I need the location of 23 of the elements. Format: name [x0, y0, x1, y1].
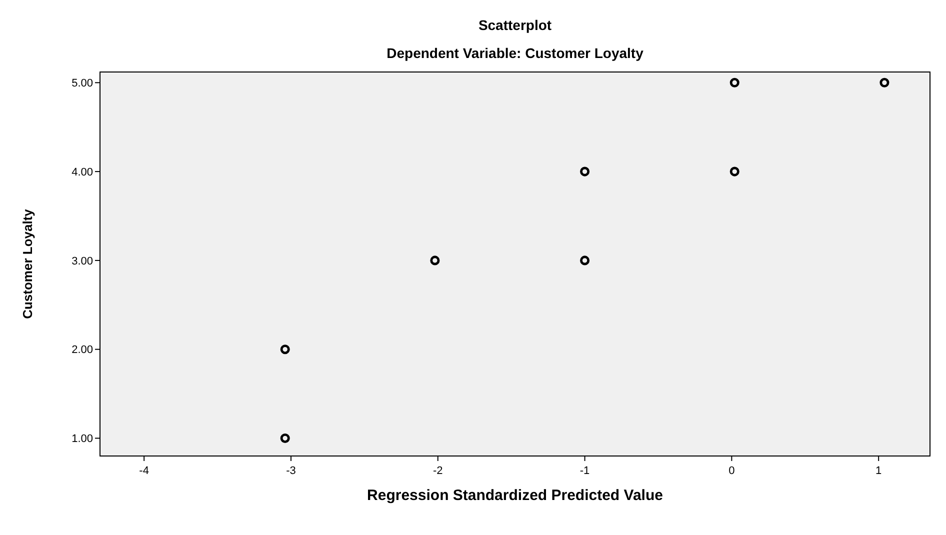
y-axis-title: Customer Loyalty: [20, 208, 35, 319]
chart-title: Scatterplot: [478, 17, 552, 33]
point: [430, 256, 440, 266]
point: [580, 166, 590, 176]
y-tick-label: 2.00: [72, 344, 93, 356]
x-tick-label: -1: [580, 465, 590, 477]
x-axis-title: Regression Standardized Predicted Value: [367, 487, 663, 504]
point: [280, 433, 290, 443]
x-tick-label: 1: [876, 465, 882, 477]
point: [580, 256, 590, 266]
x-tick-label: -3: [286, 465, 296, 477]
x-tick-label: 0: [728, 465, 735, 477]
point: [730, 166, 740, 176]
y-tick-label: 3.00: [72, 255, 93, 268]
y-tick-label: 4.00: [72, 166, 93, 178]
x-tick-label: -2: [432, 465, 443, 477]
y-tick-label: 1.00: [72, 433, 93, 446]
x-tick-label: -4: [139, 465, 149, 477]
chart-subtitle: Dependent Variable: Customer Loyalty: [386, 45, 644, 61]
point: [280, 344, 290, 354]
point: [880, 78, 890, 88]
point: [730, 78, 740, 88]
y-tick-label: 5.00: [72, 78, 93, 90]
